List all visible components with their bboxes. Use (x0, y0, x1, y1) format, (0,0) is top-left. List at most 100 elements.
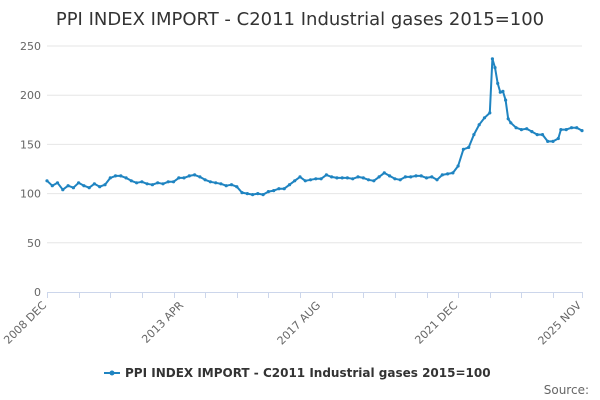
legend[interactable]: PPI INDEX IMPORT - C2011 Industrial gase… (104, 366, 491, 380)
data-point[interactable] (461, 147, 465, 151)
data-point[interactable] (493, 66, 497, 70)
data-point[interactable] (559, 128, 563, 132)
data-point[interactable] (403, 175, 407, 179)
data-point[interactable] (409, 175, 413, 179)
data-point[interactable] (324, 173, 328, 177)
data-point[interactable] (519, 128, 524, 132)
data-point[interactable] (171, 180, 176, 184)
data-point[interactable] (177, 176, 181, 180)
data-point[interactable] (393, 177, 397, 181)
data-point[interactable] (298, 175, 302, 179)
data-point[interactable] (140, 180, 144, 184)
data-point[interactable] (198, 175, 202, 179)
data-point[interactable] (496, 81, 500, 85)
data-point[interactable] (446, 172, 450, 176)
data-point[interactable] (372, 179, 376, 183)
data-point[interactable] (314, 177, 318, 181)
data-point[interactable] (124, 176, 128, 180)
data-point[interactable] (287, 183, 292, 187)
data-point[interactable] (435, 178, 439, 182)
data-point[interactable] (77, 181, 81, 185)
data-point[interactable] (219, 182, 223, 186)
data-point[interactable] (388, 174, 392, 178)
data-point[interactable] (240, 191, 244, 195)
data-point[interactable] (119, 174, 123, 178)
data-point[interactable] (66, 184, 70, 188)
data-point[interactable] (546, 139, 550, 143)
data-point[interactable] (488, 111, 492, 115)
data-point[interactable] (514, 126, 518, 130)
data-point[interactable] (224, 184, 228, 188)
data-point[interactable] (501, 89, 505, 93)
data-point[interactable] (575, 126, 579, 130)
data-point[interactable] (251, 193, 255, 197)
data-point[interactable] (303, 179, 307, 183)
data-point[interactable] (504, 98, 508, 102)
data-point[interactable] (129, 179, 133, 183)
data-point[interactable] (580, 129, 584, 133)
data-point[interactable] (55, 181, 60, 185)
data-point[interactable] (161, 182, 165, 186)
data-point[interactable] (282, 187, 286, 191)
data-point[interactable] (50, 184, 54, 188)
data-point[interactable] (398, 178, 402, 182)
data-point[interactable] (377, 175, 381, 179)
data-point[interactable] (356, 175, 360, 179)
data-point[interactable] (430, 175, 434, 179)
data-point[interactable] (135, 181, 139, 185)
data-point[interactable] (145, 182, 149, 186)
data-point[interactable] (451, 171, 455, 175)
data-point[interactable] (330, 175, 334, 179)
data-point[interactable] (266, 190, 270, 194)
data-point[interactable] (193, 173, 197, 177)
data-point[interactable] (156, 181, 160, 185)
data-point[interactable] (509, 121, 513, 125)
data-point[interactable] (103, 183, 107, 187)
data-point[interactable] (490, 57, 494, 61)
data-point[interactable] (456, 164, 460, 168)
data-point[interactable] (235, 185, 239, 189)
data-point[interactable] (187, 174, 191, 178)
data-point[interactable] (71, 186, 75, 190)
data-point[interactable] (498, 90, 502, 94)
data-point[interactable] (564, 128, 568, 132)
data-point[interactable] (477, 123, 481, 127)
data-point[interactable] (424, 176, 429, 180)
data-point[interactable] (467, 145, 471, 149)
data-point[interactable] (261, 193, 265, 197)
data-point[interactable] (229, 183, 234, 187)
data-point[interactable] (506, 117, 510, 121)
data-point[interactable] (166, 180, 170, 184)
data-point[interactable] (245, 192, 249, 196)
data-point[interactable] (87, 186, 91, 190)
data-point[interactable] (82, 184, 86, 188)
data-point[interactable] (440, 173, 444, 177)
data-point[interactable] (551, 139, 555, 143)
data-point[interactable] (340, 176, 344, 180)
data-point[interactable] (556, 136, 560, 141)
data-point[interactable] (182, 176, 186, 180)
data-point[interactable] (366, 178, 371, 182)
data-point[interactable] (98, 185, 102, 189)
data-point[interactable] (535, 133, 539, 137)
data-point[interactable] (293, 179, 297, 183)
data-point[interactable] (150, 183, 154, 187)
data-point[interactable] (414, 174, 418, 178)
data-point[interactable] (345, 176, 349, 180)
data-point[interactable] (203, 178, 207, 182)
data-point[interactable] (272, 189, 276, 193)
data-point[interactable] (419, 174, 423, 178)
data-point[interactable] (335, 176, 339, 180)
data-point[interactable] (214, 181, 218, 185)
data-point[interactable] (113, 174, 118, 178)
data-point[interactable] (61, 188, 65, 192)
data-point[interactable] (45, 179, 49, 183)
data-point[interactable] (382, 171, 386, 175)
data-point[interactable] (319, 177, 323, 181)
data-point[interactable] (525, 127, 529, 131)
data-point[interactable] (256, 192, 260, 196)
data-point[interactable] (92, 182, 96, 186)
data-point[interactable] (569, 126, 574, 130)
data-point[interactable] (482, 116, 487, 120)
data-point[interactable] (108, 176, 112, 180)
